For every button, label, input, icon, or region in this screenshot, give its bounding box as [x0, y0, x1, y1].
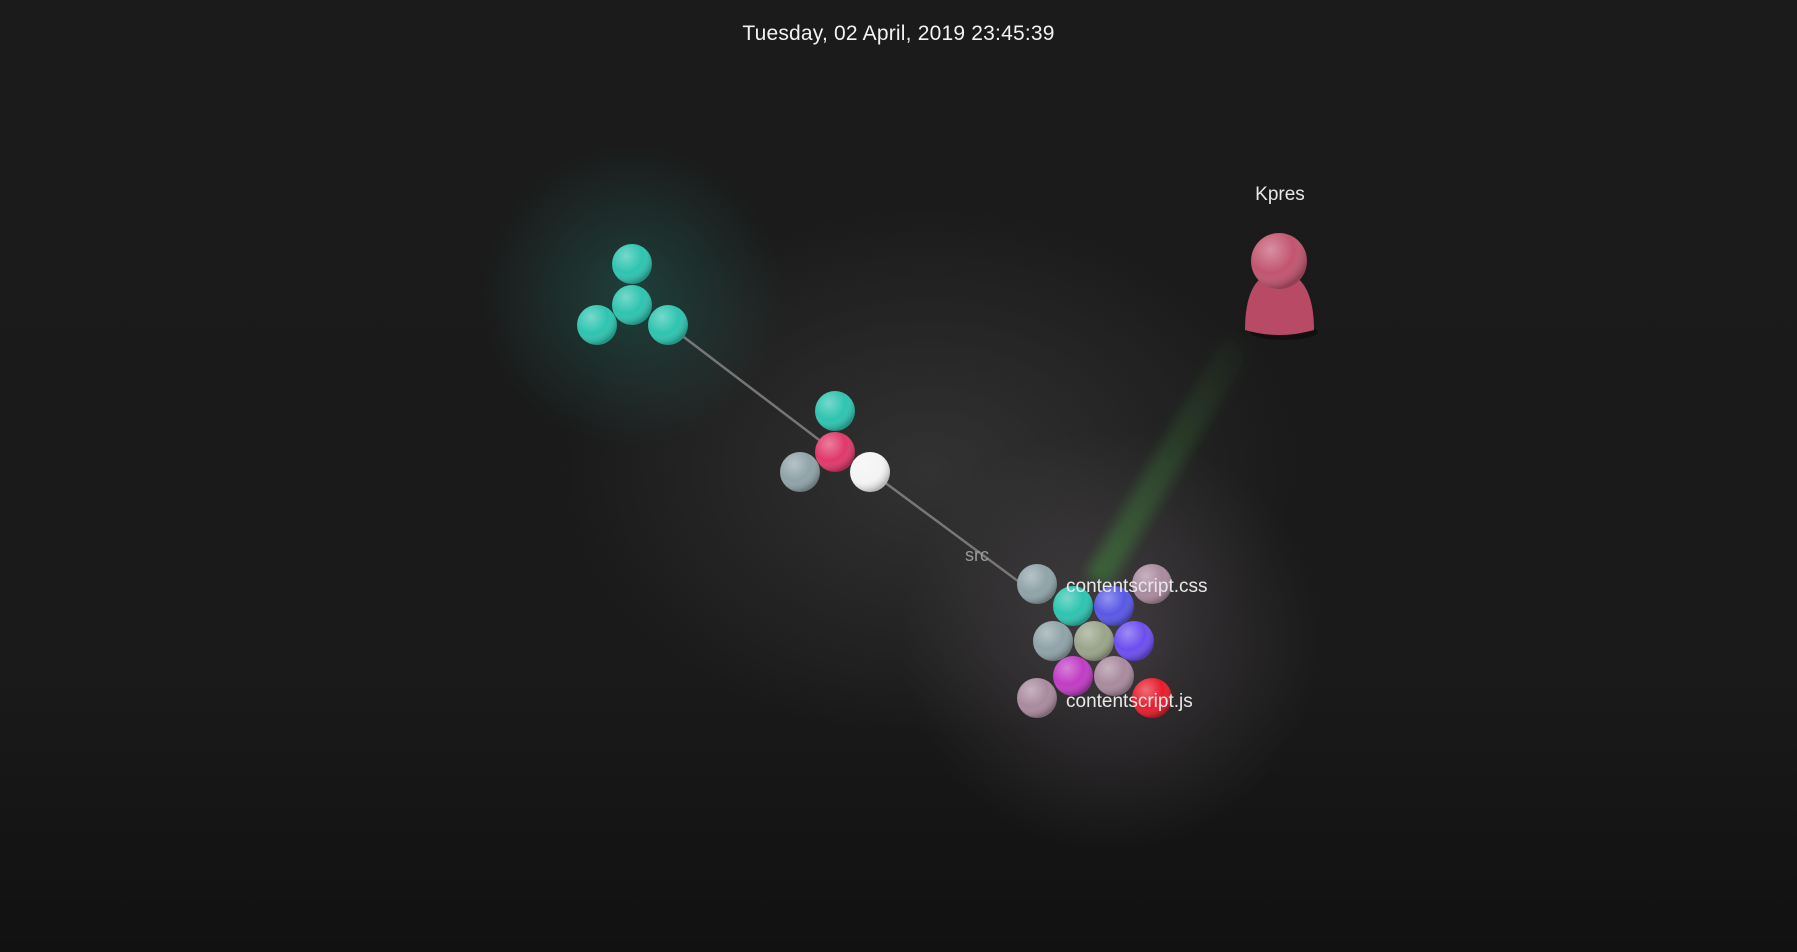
directory-label: src [965, 545, 989, 565]
file-label-css: contentscript.css [1066, 576, 1208, 597]
edge [667, 324, 836, 453]
edge [867, 468, 1031, 592]
node-shading [1053, 586, 1093, 626]
datetime-label: Tuesday, 02 April, 2019 23:45:39 [742, 22, 1055, 45]
file-label-js: contentscript.js [1066, 691, 1193, 712]
node-shading [780, 452, 820, 492]
node-shading [1017, 564, 1057, 604]
node-shading [1251, 233, 1307, 289]
user-avatar[interactable]: Kpres [1245, 184, 1318, 340]
directory-cluster[interactable] [577, 244, 688, 345]
user-name-label: Kpres [1255, 184, 1305, 205]
directory-cluster[interactable] [780, 391, 890, 492]
node-shading [612, 244, 652, 284]
node-shading [1094, 656, 1134, 696]
node-shading [648, 305, 688, 345]
activity-beam [1085, 335, 1255, 585]
user-body-icon [1245, 272, 1314, 335]
node-shading [1114, 621, 1154, 661]
node-shading [1132, 564, 1172, 604]
node-shading [815, 432, 855, 472]
node-shading [1053, 656, 1093, 696]
node-shading [815, 391, 855, 431]
node-shading [612, 285, 652, 325]
node-shading [1094, 586, 1134, 626]
node-shading [1074, 621, 1114, 661]
directory-cluster[interactable] [1017, 564, 1172, 718]
node-shading [1132, 678, 1172, 718]
node-shading [1033, 621, 1073, 661]
node-shading [577, 305, 617, 345]
node-shading [1017, 678, 1057, 718]
node-shading [850, 452, 890, 492]
